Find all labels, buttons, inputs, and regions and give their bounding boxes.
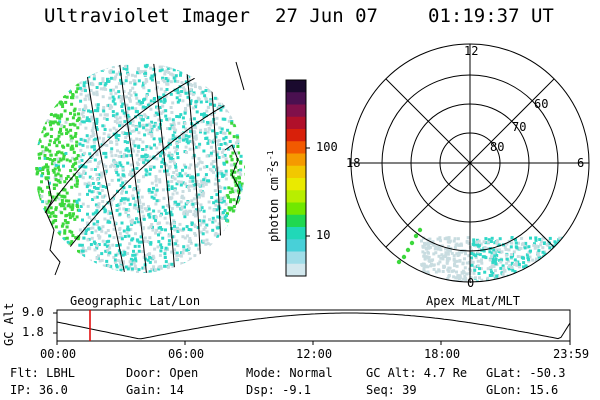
colorbar-swatch (286, 202, 306, 216)
door-info: Door: Open (126, 366, 199, 380)
footprint-dots (396, 227, 423, 265)
colorbar-swatch (286, 141, 306, 154)
colorbar-label-10: 10 (316, 228, 331, 242)
altitude-ytick-9: 9.0 (22, 305, 44, 319)
unit-exp-s: -1 (266, 150, 275, 161)
colorbar-swatch (286, 251, 306, 265)
colorbar-unit-label: photon cm-2s-1 (266, 150, 281, 242)
x-tick-0600: 06:00 (168, 347, 205, 361)
mlt-label-18: 18 (346, 156, 361, 170)
x-tick-0000: 00:00 (40, 347, 77, 361)
colorbar-swatch (286, 214, 306, 228)
altitude-ylabel: GC Alt (2, 302, 16, 346)
colorbar-swatch (286, 80, 306, 93)
footprint-dot (409, 240, 415, 246)
colorbar-swatch (286, 263, 306, 277)
date-label: 27 Jun 07 (275, 5, 378, 27)
glat-info: GLat: -50.3 (486, 366, 566, 380)
colorbar-swatch (286, 92, 306, 105)
colorbar-swatch (286, 104, 306, 118)
colorbar-swatch (286, 165, 306, 179)
colorbar-swatches (286, 80, 306, 277)
footprint-dot (405, 247, 411, 253)
mlat-label-80: 80 (490, 140, 505, 154)
apex-caption: Apex MLat/MLT (426, 294, 520, 308)
footprint-dot (401, 254, 407, 260)
colorbar-swatch (286, 227, 306, 240)
unit-s: s (267, 160, 281, 168)
x-tick-2359: 23:59 (553, 347, 590, 361)
geographic-caption: Geographic Lat/Lon (70, 294, 201, 308)
time-label: 01:19:37 UT (428, 5, 554, 27)
altitude-x-ticks (53, 312, 571, 345)
instrument-title: Ultraviolet Imager (44, 5, 250, 27)
colorbar-swatch (286, 178, 306, 191)
mlt-label-0: 0 (467, 276, 475, 290)
seq-info: Seq: 39 (366, 383, 417, 397)
altitude-plot (53, 309, 571, 345)
dsp-info: Dsp: -9.1 (246, 383, 312, 397)
mlt-label-12: 12 (464, 44, 479, 58)
glon-info: GLon: 15.6 (486, 383, 559, 397)
gc-alt-info: GC Alt: 4.7 Re (366, 366, 468, 380)
geographic-image-panel (35, 61, 245, 276)
gain-info: Gain: 14 (126, 383, 184, 397)
colorbar-swatch (286, 239, 306, 252)
colorbar-swatch (286, 129, 306, 142)
altitude-ytick-1-8: 1.8 (22, 325, 44, 339)
x-tick-1800: 18:00 (424, 347, 461, 361)
unit-exp-cm: -2 (266, 167, 275, 177)
mode-info: Mode: Normal (246, 366, 333, 380)
altitude-curve (56, 312, 571, 340)
colorbar-swatch (286, 153, 306, 167)
polar-grid (350, 43, 590, 283)
ip-info: IP: 36.0 (10, 383, 68, 397)
footprint-dot (413, 233, 419, 239)
mlt-label-6: 6 (577, 156, 585, 170)
colorbar (285, 79, 310, 277)
altitude-plot-frame (56, 309, 571, 342)
colorbar-swatch (286, 116, 306, 130)
coastline (45, 61, 245, 276)
colorbar-frame (285, 79, 307, 277)
footprint-dot (417, 227, 423, 233)
filter-info: Flt: LBHL (10, 366, 76, 380)
mlat-label-70: 70 (512, 120, 527, 134)
footprint-dot (396, 259, 402, 265)
colorbar-swatch (286, 190, 306, 203)
unit-photon: photon cm (267, 176, 281, 242)
x-tick-1200: 12:00 (296, 347, 333, 361)
mlat-label-60: 60 (534, 97, 549, 111)
colorbar-label-100: 100 (316, 140, 338, 154)
apex-polar-panel (350, 43, 590, 283)
